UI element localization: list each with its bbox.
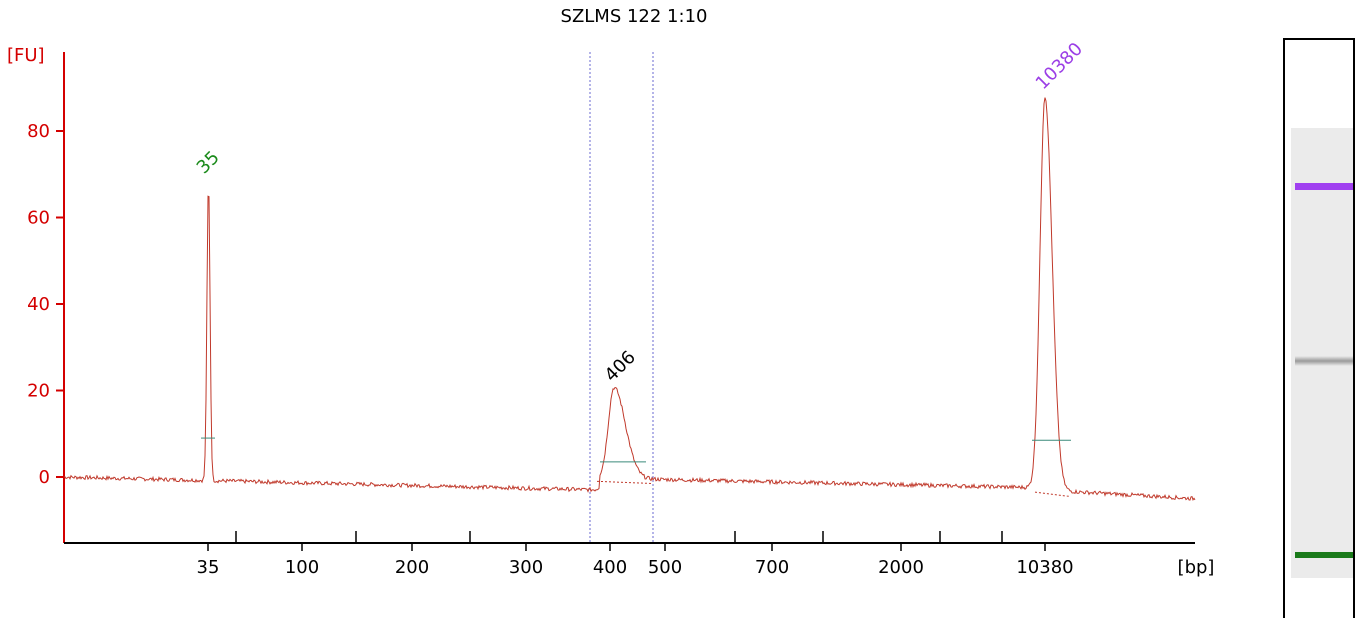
chart-title: SZLMS 122 1:10 (560, 6, 708, 27)
x-tick-label: 300 (509, 557, 543, 578)
gel-band-lower-marker (1295, 552, 1353, 558)
y-axis-label: [FU] (7, 45, 45, 66)
gel-band-upper-marker (1295, 183, 1353, 190)
y-tick-label: 60 (27, 208, 50, 229)
x-tick-label: 35 (197, 557, 220, 578)
y-tick-label: 20 (27, 381, 50, 402)
peak-label: 35 (193, 147, 224, 178)
x-tick-label: 200 (395, 557, 429, 578)
x-tick-label: 400 (593, 557, 627, 578)
fluorescence-trace (63, 97, 1196, 501)
x-axis-label: [bp] (1178, 557, 1215, 578)
y-tick-label: 40 (27, 294, 50, 315)
electropherogram-chart: 0 20 40 60 80 [FU] 35 100 200 300 400 500 700 2000 103… (7, 39, 1215, 578)
gel-lane (1291, 128, 1353, 578)
x-tick-label: 100 (285, 557, 319, 578)
peak-label: 10380 (1032, 39, 1087, 94)
x-tick-label: 500 (648, 557, 682, 578)
peak-baseline (1034, 491, 1071, 497)
x-tick-label: 10380 (1016, 557, 1073, 578)
x-tick-label: 2000 (878, 557, 924, 578)
x-tick-label: 700 (755, 557, 789, 578)
gel-image (1283, 38, 1355, 618)
y-tick-label: 0 (39, 467, 50, 488)
peak-label: 406 (601, 347, 640, 386)
y-tick-label: 80 (27, 121, 50, 142)
peak-baseline (596, 480, 653, 484)
gel-band-sample (1295, 356, 1353, 366)
